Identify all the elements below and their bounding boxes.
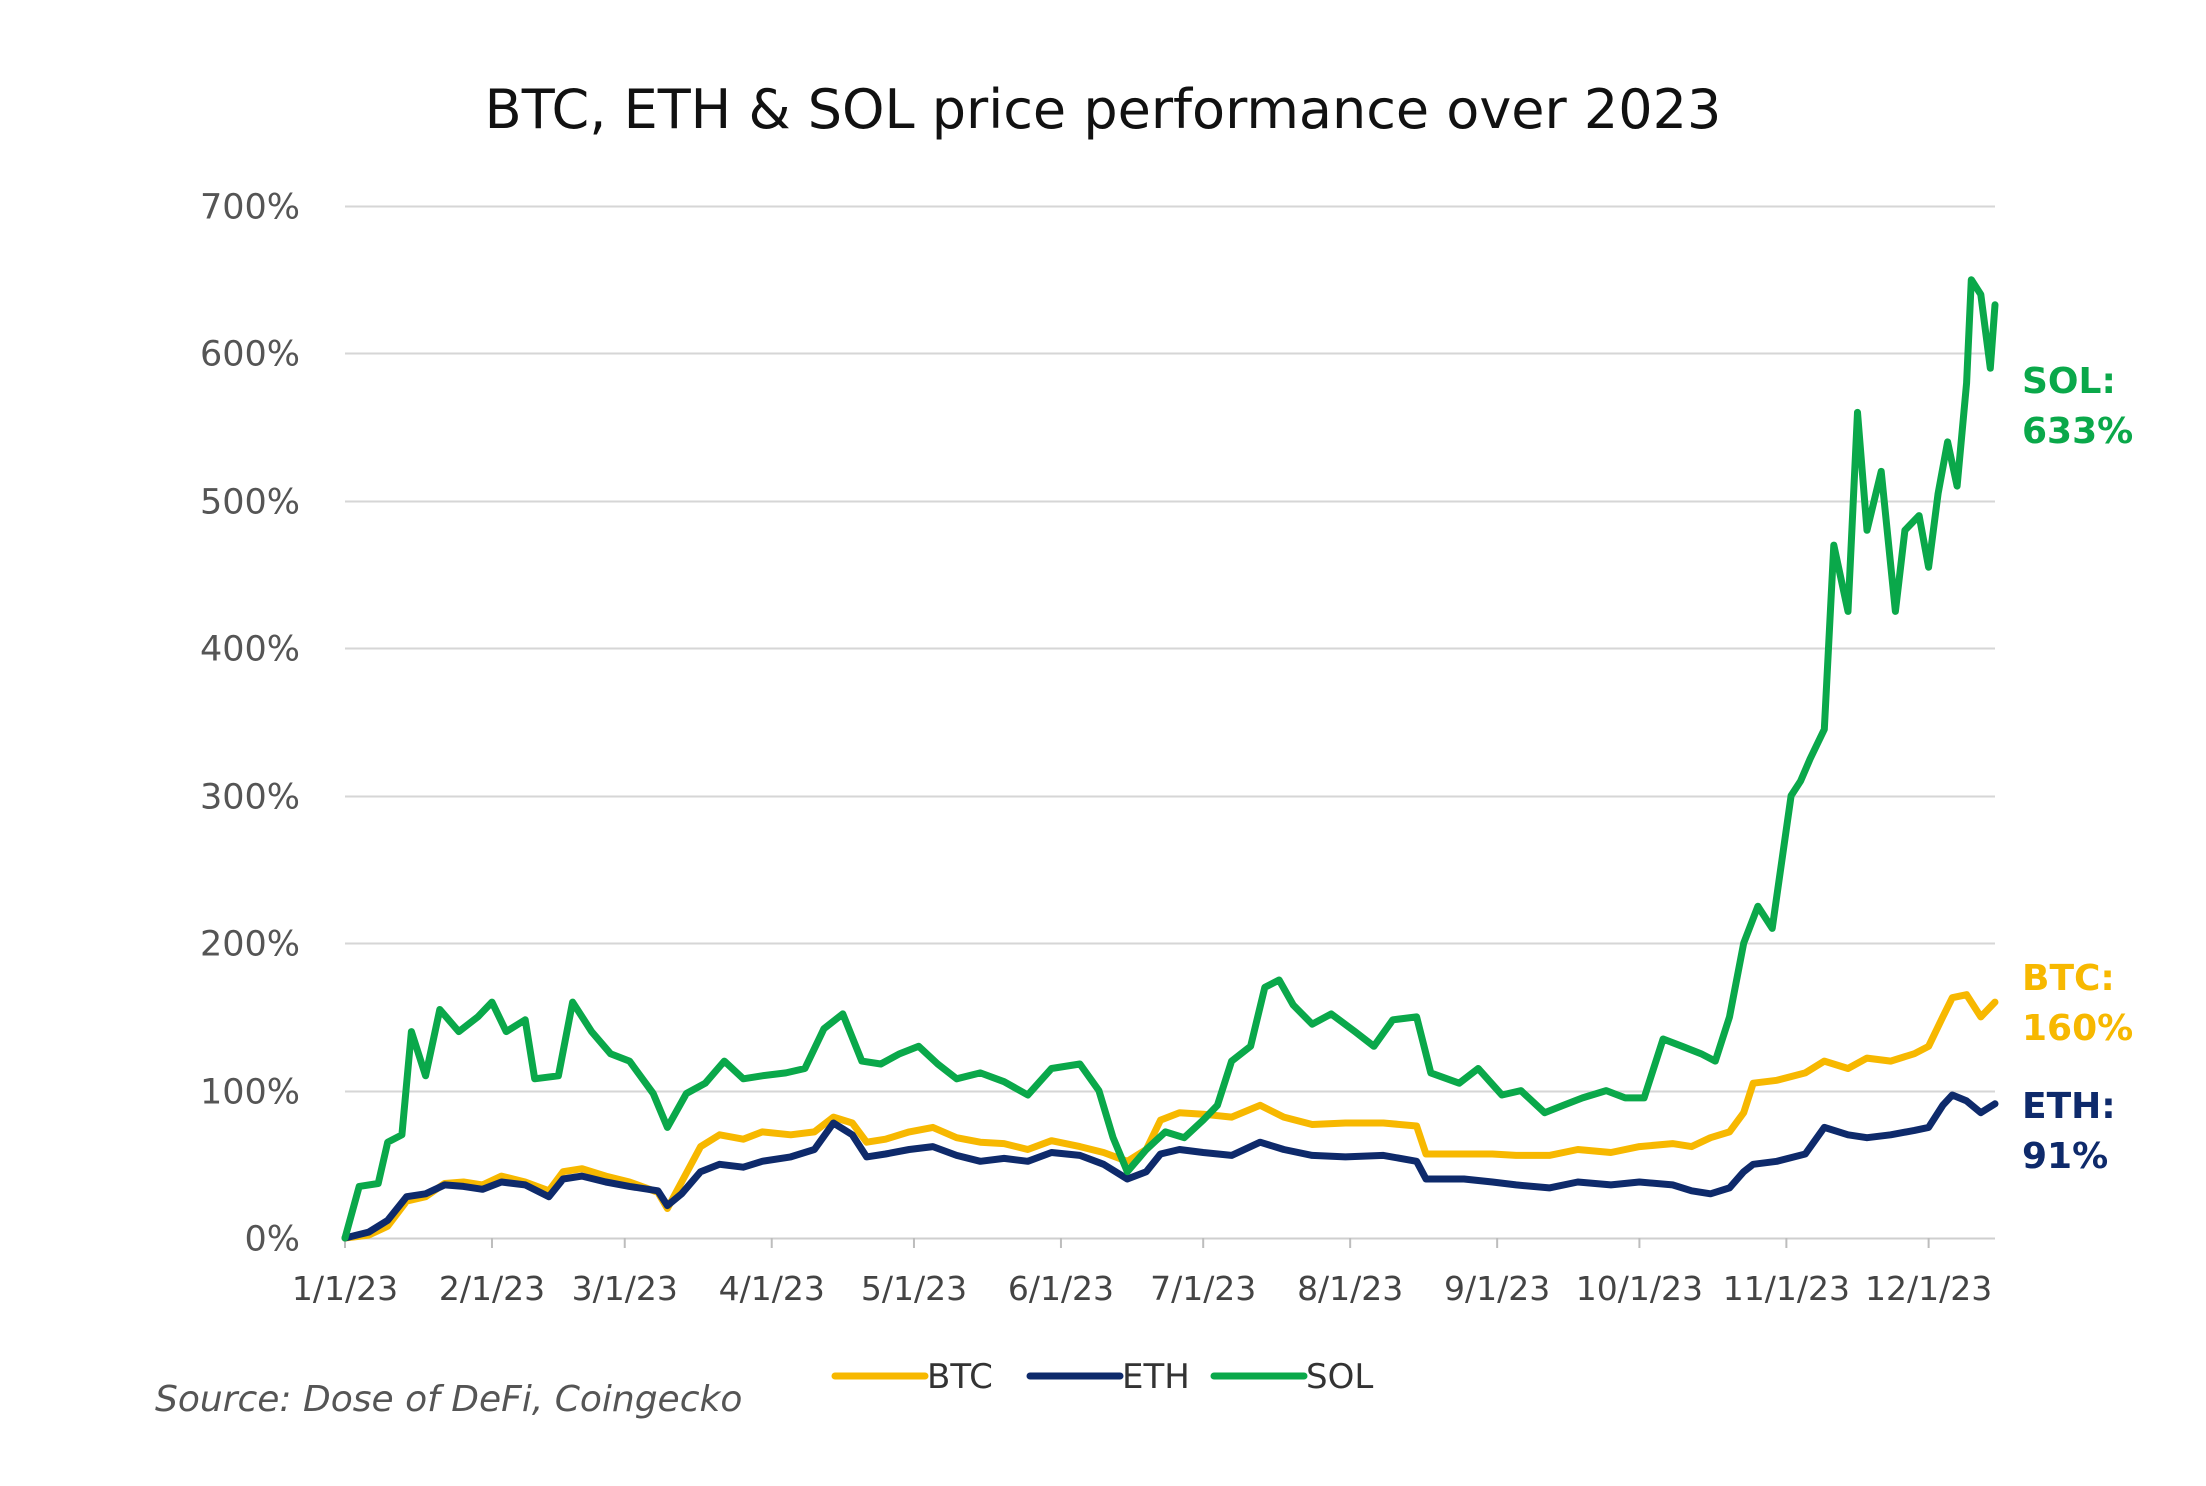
x-tick-label: 10/1/23 [1576,1269,1703,1308]
y-tick-label: 700% [200,188,300,228]
chart-title: BTC, ETH & SOL price performance over 20… [485,78,1722,141]
x-tick-label: 3/1/23 [572,1269,678,1308]
series-lines [341,276,1999,1242]
legend-label-eth: ETH [1122,1357,1190,1397]
y-tick-label: 400% [200,630,300,670]
x-axis: 1/1/23 2/1/23 3/1/23 4/1/23 5/1/23 6/1/23 7/1/… [292,1238,1992,1308]
source-note: Source: Dose of DeFi, Coingecko [155,1379,742,1420]
legend: BTC ETH SOL [831,1357,1373,1397]
x-tick-label: 9/1/23 [1444,1269,1550,1308]
series-line-sol [341,276,1999,1242]
y-axis: 0% 100% 200% 300% 400% 500% 600% 700% [200,188,300,1260]
end-label-eth: ETH: [2022,1086,2116,1127]
series-line-eth [341,1091,1999,1242]
y-tick-label: 500% [200,483,300,523]
legend-label-sol: SOL [1306,1357,1373,1397]
end-label-btc: 160% [2022,1008,2133,1049]
x-tick-label: 12/1/23 [1865,1269,1992,1308]
x-tick-label: 1/1/23 [292,1269,398,1308]
y-tick-label: 300% [200,778,300,818]
end-label-eth: 91% [2022,1136,2108,1177]
y-tick-label: 200% [200,925,300,965]
end-label-sol: 633% [2022,411,2133,452]
x-tick-label: 11/1/23 [1723,1269,1850,1308]
end-labels: BTC: 160% ETH: 91% SOL: 633% [2022,361,2133,1177]
x-tick-label: 5/1/23 [861,1269,967,1308]
legend-label-btc: BTC [927,1357,993,1397]
y-tick-label: 600% [200,335,300,375]
end-label-sol: SOL: [2022,361,2116,402]
y-tick-label: 100% [200,1073,300,1113]
end-label-btc: BTC: [2022,958,2115,999]
gridlines [345,205,1995,1093]
y-tick-label: 0% [244,1220,300,1260]
x-tick-label: 2/1/23 [439,1269,545,1308]
x-tick-label: 7/1/23 [1150,1269,1256,1308]
x-tick-label: 8/1/23 [1297,1269,1403,1308]
x-tick-label: 6/1/23 [1008,1269,1114,1308]
x-tick-label: 4/1/23 [719,1269,825,1308]
